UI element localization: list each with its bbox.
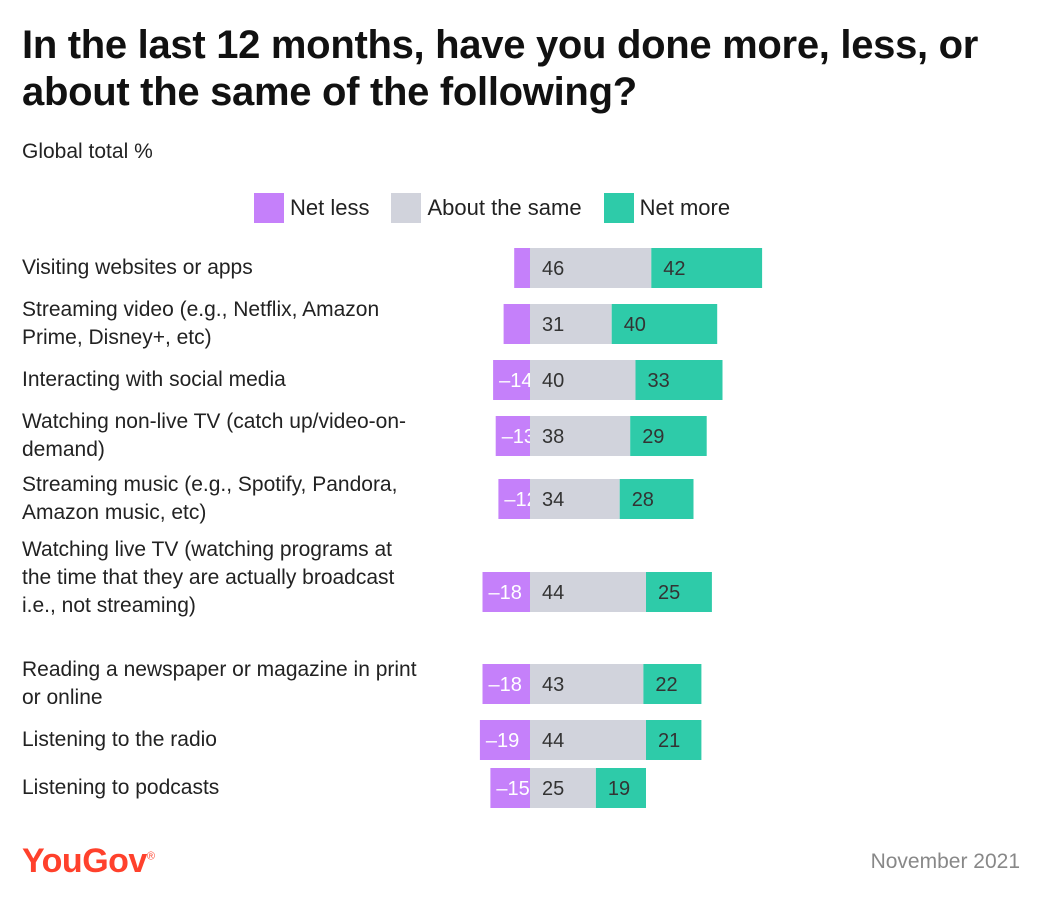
yougov-logo: YouGov® — [22, 842, 155, 881]
category-label: Listening to podcasts — [22, 776, 220, 799]
data-label-same: 34 — [542, 489, 564, 511]
data-label-net-less: –18 — [489, 582, 522, 604]
legend: Net less About the same Net more — [254, 192, 752, 224]
data-label-same: 25 — [542, 778, 564, 800]
bar-same — [530, 304, 612, 344]
legend-swatch-net-less — [254, 193, 284, 223]
legend-item-net-more: Net more — [603, 193, 731, 223]
legend-label-net-less: Net less — [290, 195, 370, 220]
data-label-net-less: –12 — [504, 489, 537, 511]
data-label-same: 38 — [542, 426, 564, 448]
data-label-net-more: 21 — [658, 730, 680, 752]
bar-net-more — [595, 768, 646, 808]
data-label-net-less: –18 — [489, 674, 522, 696]
data-label-net-more: 22 — [655, 674, 677, 696]
data-label-net-less: –13 — [502, 426, 535, 448]
bar-same — [530, 416, 631, 456]
bar-same — [530, 768, 596, 808]
publication-date: November 2021 — [870, 850, 1020, 873]
bar-same — [530, 479, 620, 519]
category-label: Interacting with social media — [22, 368, 286, 391]
chart-title: In the last 12 months, have you done mor… — [22, 23, 979, 114]
bar-net-less — [479, 720, 530, 760]
bar-net-more — [635, 360, 723, 400]
bar-net-more — [643, 664, 702, 704]
bar-chart: 46 42 31 40 –14 40 33 –13 38 29 –12 34 28 –18 44 25 –18 4… — [479, 248, 763, 808]
legend-swatch-same — [391, 193, 422, 223]
data-label-net-more: 29 — [642, 426, 664, 448]
bar-net-less — [503, 304, 530, 344]
data-label-net-less: –14 — [499, 370, 532, 392]
bar-net-more — [611, 304, 718, 344]
data-label-net-less: –19 — [486, 730, 519, 752]
legend-item-same: About the same — [391, 193, 582, 223]
bar-same — [530, 360, 636, 400]
bar-net-less — [482, 664, 530, 704]
bar-net-more — [651, 248, 763, 288]
bar-same — [530, 720, 646, 760]
logo-text: YouGov — [22, 842, 147, 880]
bar-net-more — [630, 416, 707, 456]
data-label-net-more: 33 — [648, 370, 670, 392]
legend-label-same: About the same — [427, 195, 582, 220]
category-label: Streaming music (e.g., Spotify, Pandora,… — [22, 473, 398, 524]
bar-net-less — [482, 572, 530, 612]
bar-net-less — [514, 248, 530, 288]
bar-same — [530, 664, 644, 704]
data-label-same: 44 — [542, 730, 564, 752]
logo-registered-mark: ® — [146, 850, 155, 863]
bar-net-less — [495, 416, 530, 456]
bar-net-less — [493, 360, 530, 400]
bar-net-more — [646, 720, 702, 760]
data-label-net-more: 28 — [632, 489, 654, 511]
data-label-same: 31 — [542, 314, 564, 336]
data-label-net-more: 42 — [663, 258, 685, 280]
category-label: Reading a newspaper or magazine in print… — [22, 658, 417, 709]
data-label-same: 40 — [542, 370, 564, 392]
category-label: Streaming video (e.g., Netflix, Amazon P… — [22, 298, 380, 349]
data-label-same: 43 — [542, 674, 564, 696]
data-label-same: 46 — [542, 258, 564, 280]
legend-item-net-less: Net less — [254, 193, 369, 223]
data-label-net-less: –15 — [496, 778, 529, 800]
category-label: Watching live TV (watching programs at t… — [22, 538, 395, 617]
category-label: Watching non-live TV (catch up/video-on-… — [22, 410, 407, 461]
bar-net-more — [646, 572, 712, 612]
category-label: Visiting websites or apps — [22, 256, 253, 279]
chart-subtitle: Global total % — [22, 140, 153, 163]
legend-label-net-more: Net more — [639, 195, 731, 220]
data-label-net-more: 25 — [658, 582, 680, 604]
bar-same — [530, 248, 652, 288]
bar-same — [530, 572, 646, 612]
legend-swatch-net-more — [603, 193, 634, 223]
bar-net-less — [498, 479, 530, 519]
data-label-same: 44 — [542, 582, 564, 604]
data-label-net-more: 19 — [608, 778, 630, 800]
data-label-net-more: 40 — [624, 314, 646, 336]
category-label: Listening to the radio — [22, 728, 217, 751]
bar-net-more — [619, 479, 694, 519]
bar-net-less — [490, 768, 530, 808]
